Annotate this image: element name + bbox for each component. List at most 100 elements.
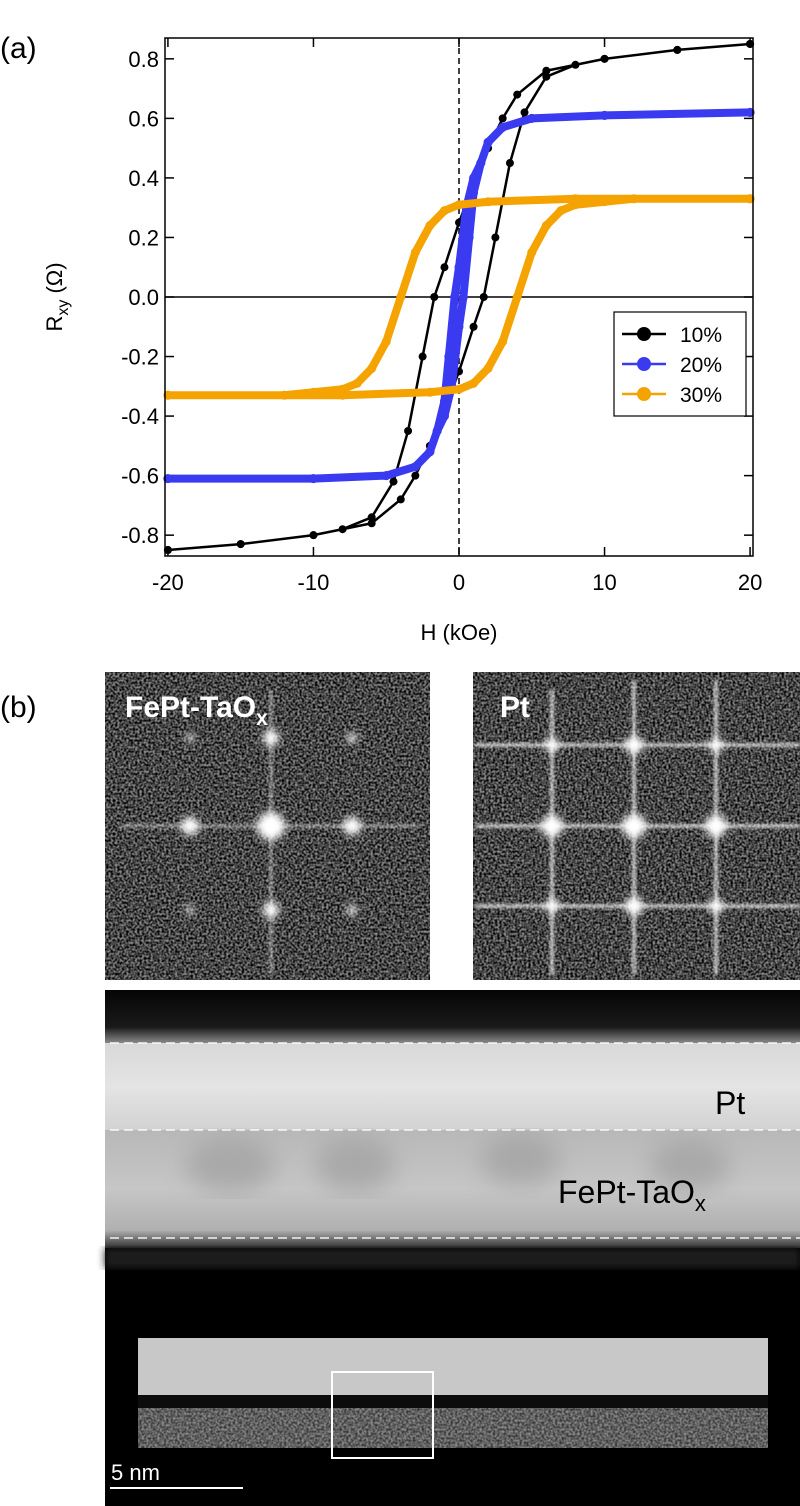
x-tick-label: 20: [738, 570, 762, 595]
x-tick-label: 10: [592, 570, 616, 595]
data-point: [498, 114, 507, 123]
data-point: [418, 352, 427, 361]
layer-label: Pt: [715, 1085, 745, 1121]
scale-bar-label: 5 nm: [111, 1460, 160, 1485]
legend-label: 20%: [680, 354, 722, 377]
y-label-text: R: [42, 316, 67, 332]
data-point: [338, 390, 348, 400]
data-point: [542, 66, 551, 75]
label-subscript: x: [695, 1191, 706, 1216]
data-point: [367, 513, 376, 522]
legend-marker: [637, 357, 651, 371]
data-point: [469, 173, 479, 183]
data-point: [527, 247, 537, 257]
data-point: [454, 322, 464, 332]
data-point: [439, 206, 449, 216]
data-point: [541, 221, 551, 231]
y-axis-label: Rxy (Ω): [42, 262, 72, 331]
data-point: [673, 45, 682, 54]
data-point: [512, 292, 522, 302]
plot-frame: [164, 37, 754, 557]
data-point: [600, 54, 609, 63]
data-point: [527, 113, 537, 123]
y-tick-label: -0.4: [121, 404, 159, 429]
data-point: [367, 363, 377, 373]
data-point: [381, 337, 391, 347]
data-point: [425, 387, 435, 397]
tem-image: Pt FePt-TaOx 5 nm: [105, 990, 800, 1506]
label-subscript: x: [256, 707, 268, 730]
y-tick-label: 0.8: [128, 47, 159, 72]
data-point: [308, 387, 318, 397]
data-point: [505, 159, 514, 168]
data-point: [469, 188, 479, 198]
y-tick-label: -0.8: [121, 523, 159, 548]
data-point: [570, 200, 580, 210]
data-point: [483, 363, 493, 373]
data-point: [308, 474, 318, 484]
data-point: [469, 322, 478, 331]
fft-image: FePt-TaOx: [105, 672, 430, 980]
data-point: [410, 462, 420, 472]
label-text: FePt-TaO: [558, 1174, 695, 1210]
y-tick-label: 0.0: [128, 285, 159, 310]
legend-label: 30%: [680, 384, 722, 407]
data-point: [498, 122, 508, 132]
data-point: [513, 90, 522, 99]
x-tick-label: -10: [298, 570, 330, 595]
data-point: [352, 378, 362, 388]
data-point: [469, 378, 479, 388]
data-point: [483, 137, 493, 147]
data-point: [410, 247, 420, 257]
data-point: [425, 447, 435, 457]
data-point: [440, 263, 449, 272]
data-point: [491, 233, 500, 242]
data-point: [439, 396, 449, 406]
data-point: [430, 293, 439, 301]
panel-label: (a): [0, 32, 37, 65]
legend-label: 10%: [680, 324, 722, 347]
data-point: [425, 221, 435, 231]
image-label: FePt-TaOx: [125, 691, 268, 730]
data-point: [746, 39, 755, 48]
x-tick-label: 0: [453, 570, 465, 595]
y-tick-label: 0.2: [128, 225, 159, 250]
data-point: [571, 60, 580, 69]
data-point: [483, 197, 493, 207]
data-point: [389, 477, 398, 486]
data-point: [404, 426, 413, 435]
data-point: [556, 206, 566, 216]
legend-marker: [637, 387, 651, 401]
y-label-subscript: xy: [55, 300, 72, 316]
data-point: [163, 546, 172, 555]
data-point: [450, 292, 460, 302]
data-point: [236, 540, 245, 549]
y-tick-label: -0.2: [121, 345, 159, 370]
chart: -0.8 -0.6 -0.4 -0.2 0.0 0.2 0.4 0.6 0.8 -20 -10 0 10…: [42, 37, 762, 645]
fft-image: Pt: [473, 672, 800, 980]
panel-label: (b): [0, 691, 37, 724]
data-point: [381, 471, 391, 481]
data-point: [411, 471, 420, 480]
y-tick-label: -0.6: [121, 464, 159, 489]
data-point: [279, 390, 289, 400]
label-text: FePt-TaO: [125, 691, 256, 724]
data-point: [476, 158, 486, 168]
data-point: [338, 525, 347, 534]
layer-label: FePt-TaOx: [558, 1174, 706, 1216]
data-point: [600, 110, 610, 120]
data-point: [309, 531, 318, 540]
data-point: [396, 292, 406, 302]
y-tick-label: 0.6: [128, 106, 159, 131]
data-point: [498, 337, 508, 347]
data-point: [439, 411, 449, 421]
y-tick-label: 0.4: [128, 166, 159, 191]
image-label: Pt: [500, 691, 530, 724]
y-label-suffix: (Ω): [42, 262, 67, 299]
data-point: [629, 194, 639, 204]
data-point: [464, 232, 474, 242]
data-point: [367, 519, 376, 528]
data-point: [454, 384, 464, 394]
